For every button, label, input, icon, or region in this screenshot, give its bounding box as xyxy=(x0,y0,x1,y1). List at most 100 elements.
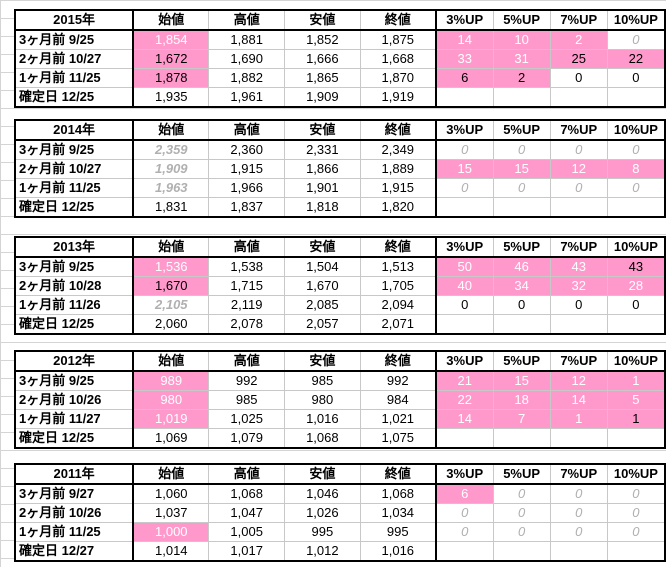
data-cell[interactable]: 2,331 xyxy=(284,139,361,160)
row-label[interactable]: 確定日 12/27 xyxy=(14,541,135,561)
column-header[interactable]: 安値 xyxy=(284,350,361,372)
row-label[interactable]: 1ヶ月前 11/26 xyxy=(14,295,135,315)
data-cell[interactable]: 8 xyxy=(606,159,665,179)
data-cell[interactable]: 1,915 xyxy=(208,159,285,179)
data-cell[interactable]: 2,360 xyxy=(208,139,285,160)
column-header[interactable]: 7%UP xyxy=(549,350,608,372)
data-cell[interactable]: 1,820 xyxy=(359,197,437,217)
data-cell[interactable]: 43 xyxy=(549,256,608,277)
data-cell[interactable]: 7 xyxy=(492,409,551,429)
year-label[interactable]: 2011年 xyxy=(14,463,135,485)
row-label[interactable]: 3ヶ月前 9/25 xyxy=(14,370,135,391)
data-cell[interactable]: 1,831 xyxy=(132,197,209,217)
data-cell[interactable]: 1,909 xyxy=(132,159,209,179)
data-cell[interactable]: 1,901 xyxy=(284,178,361,198)
data-cell[interactable]: 0 xyxy=(606,139,665,160)
row-label[interactable]: 確定日 12/25 xyxy=(14,87,135,107)
column-header[interactable]: 7%UP xyxy=(549,119,608,141)
data-cell[interactable] xyxy=(549,197,608,217)
data-cell[interactable]: 14 xyxy=(435,409,494,429)
data-cell[interactable]: 1 xyxy=(606,409,665,429)
data-cell[interactable]: 1,818 xyxy=(284,197,361,217)
data-cell[interactable]: 2,119 xyxy=(208,295,285,315)
column-header[interactable]: 始値 xyxy=(132,236,209,258)
data-cell[interactable]: 2,105 xyxy=(132,295,209,315)
data-cell[interactable]: 32 xyxy=(549,276,608,296)
data-cell[interactable] xyxy=(492,87,551,107)
data-cell[interactable]: 0 xyxy=(549,178,608,198)
column-header[interactable]: 始値 xyxy=(132,9,209,31)
data-cell[interactable]: 1,047 xyxy=(208,503,285,523)
data-cell[interactable]: 995 xyxy=(359,522,437,542)
column-header[interactable]: 3%UP xyxy=(435,463,494,485)
data-cell[interactable]: 980 xyxy=(132,390,209,410)
column-header[interactable]: 10%UP xyxy=(606,236,665,258)
data-cell[interactable]: 0 xyxy=(606,522,665,542)
data-cell[interactable]: 2 xyxy=(492,68,551,88)
data-cell[interactable]: 21 xyxy=(435,370,494,391)
data-cell[interactable]: 0 xyxy=(435,178,494,198)
column-header[interactable]: 5%UP xyxy=(492,463,551,485)
data-cell[interactable]: 1,705 xyxy=(359,276,437,296)
row-label[interactable]: 2ヶ月前 10/28 xyxy=(14,276,135,296)
data-cell[interactable]: 1,889 xyxy=(359,159,437,179)
year-label[interactable]: 2013年 xyxy=(14,236,135,258)
data-cell[interactable]: 0 xyxy=(606,68,665,88)
data-cell[interactable]: 2,359 xyxy=(132,139,209,160)
data-cell[interactable]: 1,016 xyxy=(359,541,437,561)
column-header[interactable]: 5%UP xyxy=(492,119,551,141)
data-cell[interactable]: 0 xyxy=(435,139,494,160)
data-cell[interactable]: 985 xyxy=(284,370,361,391)
data-cell[interactable] xyxy=(492,428,551,448)
data-cell[interactable]: 1,079 xyxy=(208,428,285,448)
data-cell[interactable]: 1,025 xyxy=(208,409,285,429)
row-label[interactable]: 確定日 12/25 xyxy=(14,428,135,448)
data-cell[interactable]: 1,016 xyxy=(284,409,361,429)
data-cell[interactable]: 1,854 xyxy=(132,29,209,50)
row-label[interactable]: 3ヶ月前 9/25 xyxy=(14,256,135,277)
column-header[interactable]: 始値 xyxy=(132,119,209,141)
data-cell[interactable]: 1,878 xyxy=(132,68,209,88)
data-cell[interactable]: 1,690 xyxy=(208,49,285,69)
data-cell[interactable]: 1,538 xyxy=(208,256,285,277)
data-cell[interactable]: 980 xyxy=(284,390,361,410)
row-label[interactable]: 3ヶ月前 9/25 xyxy=(14,29,135,50)
data-cell[interactable]: 1,019 xyxy=(132,409,209,429)
data-cell[interactable] xyxy=(606,314,665,334)
data-cell[interactable]: 0 xyxy=(606,29,665,50)
data-cell[interactable]: 1,037 xyxy=(132,503,209,523)
column-header[interactable]: 終値 xyxy=(359,9,437,31)
data-cell[interactable]: 1,068 xyxy=(284,428,361,448)
data-cell[interactable]: 1,504 xyxy=(284,256,361,277)
year-label[interactable]: 2012年 xyxy=(14,350,135,372)
data-cell[interactable]: 2,060 xyxy=(132,314,209,334)
data-cell[interactable]: 1,068 xyxy=(208,483,285,504)
column-header[interactable]: 10%UP xyxy=(606,9,665,31)
row-label[interactable]: 確定日 12/25 xyxy=(14,314,135,334)
column-header[interactable]: 始値 xyxy=(132,463,209,485)
data-cell[interactable]: 40 xyxy=(435,276,494,296)
column-header[interactable]: 終値 xyxy=(359,119,437,141)
data-cell[interactable]: 995 xyxy=(284,522,361,542)
data-cell[interactable]: 0 xyxy=(549,522,608,542)
data-cell[interactable]: 2,349 xyxy=(359,139,437,160)
data-cell[interactable] xyxy=(492,314,551,334)
data-cell[interactable] xyxy=(549,87,608,107)
data-cell[interactable] xyxy=(435,428,494,448)
data-cell[interactable]: 1,034 xyxy=(359,503,437,523)
data-cell[interactable]: 34 xyxy=(492,276,551,296)
data-cell[interactable]: 2,057 xyxy=(284,314,361,334)
row-label[interactable]: 2ヶ月前 10/27 xyxy=(14,159,135,179)
data-cell[interactable]: 1,961 xyxy=(208,87,285,107)
data-cell[interactable]: 2,085 xyxy=(284,295,361,315)
data-cell[interactable]: 6 xyxy=(435,483,494,504)
row-label[interactable]: 3ヶ月前 9/25 xyxy=(14,139,135,160)
data-cell[interactable]: 0 xyxy=(492,503,551,523)
data-cell[interactable]: 1,715 xyxy=(208,276,285,296)
data-cell[interactable]: 33 xyxy=(435,49,494,69)
data-cell[interactable]: 1,966 xyxy=(208,178,285,198)
data-cell[interactable]: 12 xyxy=(549,159,608,179)
data-cell[interactable]: 14 xyxy=(435,29,494,50)
row-label[interactable]: 1ヶ月前 11/25 xyxy=(14,68,135,88)
data-cell[interactable]: 1,866 xyxy=(284,159,361,179)
